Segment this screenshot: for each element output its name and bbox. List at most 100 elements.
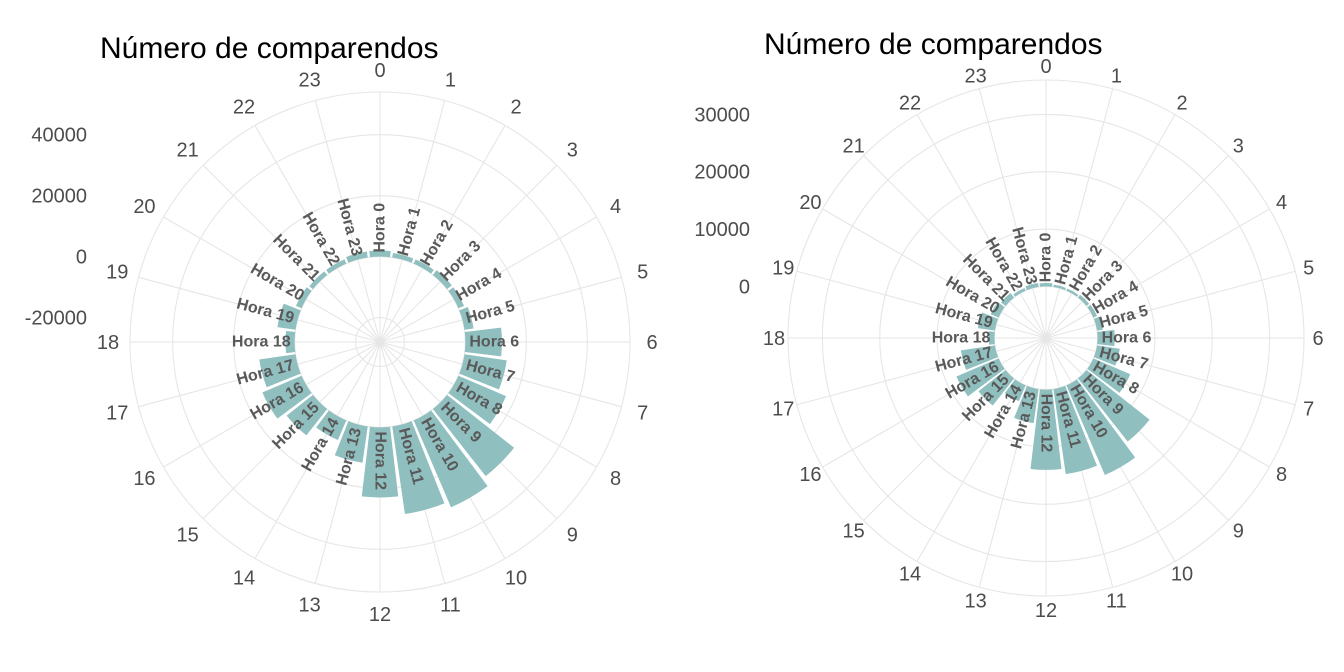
- bar-hora-0: [369, 250, 391, 258]
- grid-spoke: [863, 337, 1047, 521]
- hour-tick-label: 11: [1106, 591, 1127, 613]
- grid-spoke: [1045, 337, 1296, 406]
- hour-tick-label: 6: [646, 332, 657, 354]
- hour-tick-label: 4: [610, 196, 621, 218]
- hour-tick-label: 9: [567, 524, 578, 546]
- bar-hora-16: [262, 375, 312, 419]
- bar-hora-8: [448, 375, 507, 425]
- hour-tick-label: 14: [899, 564, 921, 586]
- hour-tick-label: 4: [1276, 192, 1287, 214]
- hour-tick-label: 19: [772, 258, 794, 280]
- grid-spoke: [796, 270, 1047, 339]
- grid-spoke: [822, 208, 1047, 339]
- bar-hora-14: [1004, 379, 1026, 402]
- radial-tick-label: 20000: [31, 186, 87, 208]
- bar-hora-21: [309, 271, 328, 290]
- bar-label: Hora 18: [932, 330, 991, 347]
- bar-label: Hora 12: [1038, 394, 1055, 453]
- hour-tick-label: 10: [1171, 564, 1193, 586]
- bar-hora-5: [459, 306, 474, 330]
- grid-spoke: [138, 276, 381, 343]
- bar-hora-13: [334, 421, 368, 463]
- hour-tick-label: 8: [610, 468, 621, 490]
- radial-tick-label: 10000: [694, 219, 750, 241]
- bar-hora-11: [1053, 385, 1097, 475]
- bar-hora-23: [1025, 282, 1039, 291]
- radial-tick-label: 0: [76, 247, 87, 269]
- bar-hora-5: [1093, 316, 1103, 331]
- bar-hora-6: [464, 327, 502, 357]
- grid-spoke: [1045, 88, 1114, 339]
- chart-title: Número de comparendos: [100, 32, 439, 65]
- hour-tick-label: 8: [1276, 464, 1287, 486]
- bar-hora-20: [990, 301, 1005, 318]
- hour-tick-label: 3: [1233, 136, 1244, 158]
- bar-hora-12: [1030, 389, 1062, 470]
- bar-hora-10: [413, 410, 488, 508]
- bar-hora-3: [1077, 294, 1090, 307]
- bar-hora-4: [448, 287, 465, 309]
- hour-tick-label: 0: [374, 60, 385, 82]
- bar-label: Hora 12: [372, 431, 389, 490]
- grid-spoke: [254, 341, 381, 559]
- hour-tick-label: 2: [510, 96, 521, 118]
- hour-tick-label: 18: [763, 328, 785, 350]
- right-chart-panel: Número de comparendos 0 10000 20000 30000 0 1 2…: [672, 0, 1344, 672]
- bar-label: Hora 23: [333, 197, 365, 258]
- grid-spoke: [314, 341, 381, 584]
- bar-hora-22: [326, 259, 347, 274]
- grid-spoke: [379, 216, 597, 343]
- radial-axis-labels: -20000 0 20000 40000: [25, 125, 87, 330]
- hour-tick-label: 22: [233, 96, 255, 118]
- bar-hora-19: [977, 312, 999, 331]
- grid-spoke: [916, 114, 1047, 339]
- radial-axis-labels: 0 10000 20000 30000: [694, 104, 750, 298]
- bar-label: Hora 0: [1038, 233, 1055, 283]
- bar-label: Hora 19: [235, 295, 296, 327]
- hour-tick-label: 1: [1111, 65, 1122, 87]
- grid-spoke: [1045, 208, 1270, 339]
- bar-hora-1: [1053, 284, 1066, 291]
- grid-spoke: [379, 276, 622, 343]
- radial-tick-label: 40000: [31, 125, 87, 147]
- grid-spoke: [254, 125, 381, 343]
- bar-hora-3: [432, 270, 452, 290]
- hour-tick-label: 5: [637, 262, 648, 284]
- hour-tick-label: 19: [106, 262, 128, 284]
- bar-hora-18: [285, 330, 296, 354]
- bar-hora-0: [1039, 282, 1053, 287]
- bar-hora-9: [432, 394, 515, 477]
- hour-tick-label: 9: [1233, 520, 1244, 542]
- hour-tick-label: 17: [772, 398, 794, 420]
- hour-tick-label: 5: [1303, 258, 1314, 280]
- hour-tick-label: 15: [843, 520, 865, 542]
- hour-tick-label: 7: [637, 402, 648, 424]
- grid-spoke: [1045, 155, 1229, 339]
- bar-hora-20: [295, 287, 312, 309]
- hour-tick-label: 20: [133, 196, 155, 218]
- radial-tick-label: -20000: [25, 308, 87, 330]
- bar-hora-17: [960, 345, 999, 370]
- bar-label: Hora 1: [395, 205, 424, 258]
- bar-group: [259, 250, 515, 514]
- hour-tick-label: 2: [1176, 92, 1187, 114]
- radial-tick-label: 30000: [694, 104, 750, 126]
- hour-tick-label: 1: [445, 69, 456, 91]
- hour-tick-label: 21: [843, 136, 865, 158]
- bar-hora-2: [413, 259, 434, 274]
- left-chart-panel: Número de comparendos -20000 0 20000 40000 0 1…: [25, 32, 658, 626]
- grid-spoke: [202, 341, 381, 520]
- bar-hora-22: [1013, 287, 1026, 297]
- hour-tick-label: 16: [133, 468, 155, 490]
- hour-tick-label: 7: [1303, 398, 1314, 420]
- grid-spoke: [1045, 114, 1176, 339]
- bar-hora-2: [1066, 288, 1079, 297]
- bar-hora-6: [1097, 329, 1115, 347]
- hour-tick-label: 11: [440, 595, 461, 617]
- hour-tick-label: 18: [97, 332, 119, 354]
- grid-spoke: [379, 100, 446, 343]
